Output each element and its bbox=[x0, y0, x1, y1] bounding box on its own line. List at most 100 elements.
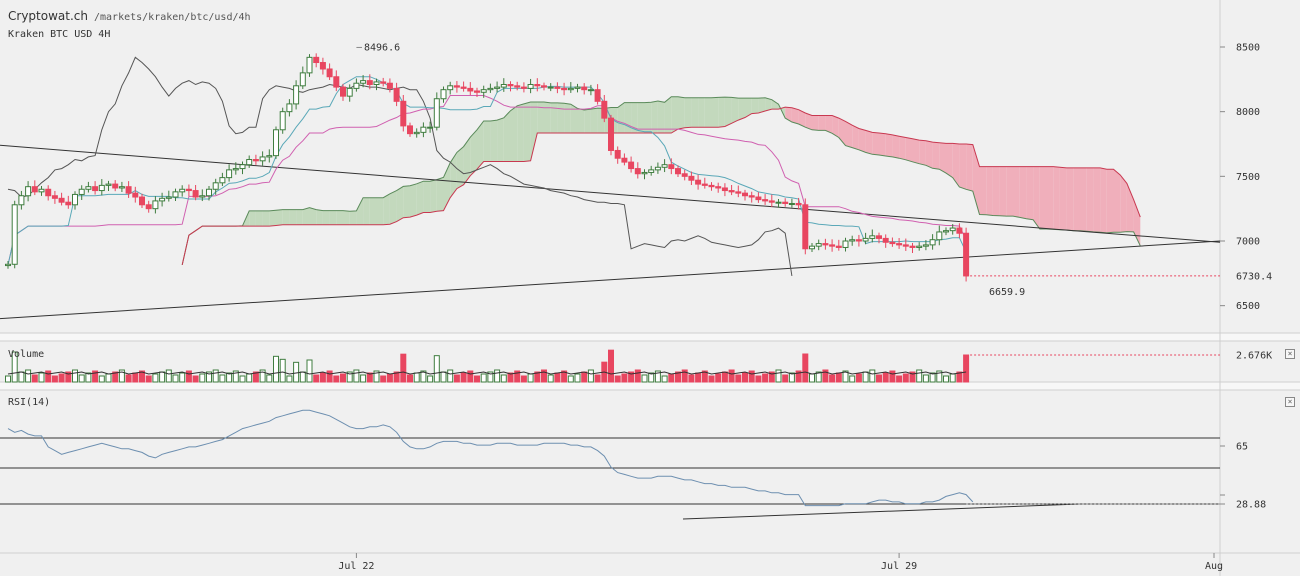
close-volume-panel-icon[interactable]: × bbox=[1285, 349, 1295, 359]
candle bbox=[453, 81, 460, 93]
volume-bar bbox=[842, 370, 849, 383]
cloud-segment bbox=[905, 137, 913, 162]
volume-bar bbox=[353, 369, 360, 383]
candle-body bbox=[561, 87, 568, 91]
candle-body bbox=[313, 56, 320, 64]
candle bbox=[467, 82, 474, 95]
candle bbox=[949, 224, 956, 235]
cloud-segment bbox=[403, 185, 410, 218]
candle bbox=[715, 182, 722, 193]
candle-body bbox=[400, 100, 407, 127]
candle-body bbox=[661, 164, 668, 168]
candle-body bbox=[587, 89, 594, 92]
candle bbox=[628, 156, 635, 173]
volume-bar bbox=[125, 374, 132, 383]
candle bbox=[172, 188, 179, 202]
cloud-segment bbox=[343, 210, 350, 225]
candle bbox=[896, 238, 903, 249]
volume-bar bbox=[654, 370, 661, 383]
cloud-segment bbox=[644, 102, 652, 134]
cloud-segment bbox=[791, 107, 799, 124]
cloud-segment bbox=[711, 97, 719, 128]
candle bbox=[366, 74, 373, 90]
candle-body bbox=[447, 85, 454, 91]
x-tick-label: Jul 22 bbox=[338, 561, 374, 572]
volume-bar bbox=[393, 371, 400, 383]
volume-bar bbox=[252, 371, 259, 383]
volume-bar bbox=[815, 371, 822, 383]
cloud-segment bbox=[269, 210, 276, 227]
cloud-segment bbox=[946, 143, 953, 178]
candle bbox=[567, 82, 574, 93]
brand-logo-text[interactable]: Cryptowat.ch bbox=[8, 9, 88, 23]
candle bbox=[299, 66, 306, 90]
candle-body bbox=[835, 245, 842, 248]
candle bbox=[487, 83, 494, 93]
candle-body bbox=[152, 200, 159, 210]
volume-bar bbox=[118, 369, 125, 383]
candle bbox=[286, 99, 293, 117]
cloud-segment bbox=[617, 102, 625, 134]
candle-body bbox=[85, 186, 92, 190]
rsi-tick-label: 28.88 bbox=[1236, 500, 1266, 511]
volume-bar bbox=[165, 369, 172, 383]
cloud-segment bbox=[1059, 167, 1067, 231]
candle bbox=[98, 179, 105, 196]
candle bbox=[775, 198, 782, 208]
cloud-segment bbox=[557, 102, 565, 134]
cloud-segment bbox=[852, 125, 859, 150]
candle-body bbox=[668, 164, 675, 170]
candle bbox=[179, 185, 186, 197]
volume-bar bbox=[440, 371, 447, 383]
candle-body bbox=[943, 230, 949, 233]
candle bbox=[346, 84, 353, 102]
volume-bar bbox=[668, 373, 675, 383]
candle bbox=[239, 161, 246, 175]
candle bbox=[393, 82, 400, 107]
candle-body bbox=[849, 239, 856, 242]
volume-bar bbox=[293, 361, 300, 383]
cloud-segment bbox=[879, 133, 886, 156]
cloud-segment bbox=[282, 209, 290, 225]
candle-body bbox=[252, 159, 259, 162]
candle-body bbox=[654, 166, 661, 171]
candle-body bbox=[366, 80, 373, 86]
volume-bar bbox=[889, 370, 896, 383]
cloud-segment bbox=[731, 97, 739, 124]
candle bbox=[742, 189, 748, 201]
rsi-support-trendline bbox=[682, 503, 1081, 520]
volume-bar bbox=[306, 359, 313, 383]
candle bbox=[31, 180, 38, 196]
candle bbox=[145, 200, 152, 213]
volume-bar bbox=[286, 375, 293, 383]
volume-bar bbox=[226, 372, 233, 383]
volume-bar bbox=[420, 370, 427, 383]
candle bbox=[748, 191, 755, 203]
candle-body bbox=[480, 89, 487, 93]
volume-bar bbox=[721, 371, 728, 383]
candle bbox=[65, 195, 72, 209]
candle-body bbox=[755, 196, 762, 201]
candle bbox=[728, 184, 735, 196]
candle-body bbox=[708, 184, 715, 188]
candle-body bbox=[226, 169, 233, 179]
cloud-segment bbox=[858, 128, 866, 153]
volume-bar bbox=[373, 370, 380, 383]
cloud-segment bbox=[276, 209, 283, 226]
close-rsi-panel-icon[interactable]: × bbox=[1285, 397, 1295, 407]
cloud-segment bbox=[1006, 166, 1013, 217]
candle bbox=[226, 164, 233, 182]
cloud-segment bbox=[979, 166, 987, 215]
candle bbox=[701, 177, 708, 189]
cloud-segment bbox=[932, 142, 940, 170]
candle-body bbox=[386, 82, 393, 89]
volume-bar bbox=[232, 370, 239, 383]
volume-bar bbox=[541, 369, 547, 383]
cloud-segment bbox=[637, 102, 645, 134]
volume-bar bbox=[333, 375, 340, 383]
cloud-segment bbox=[1073, 167, 1080, 231]
candle-body bbox=[420, 126, 427, 133]
candle bbox=[762, 194, 769, 205]
volume-bar bbox=[407, 374, 413, 383]
